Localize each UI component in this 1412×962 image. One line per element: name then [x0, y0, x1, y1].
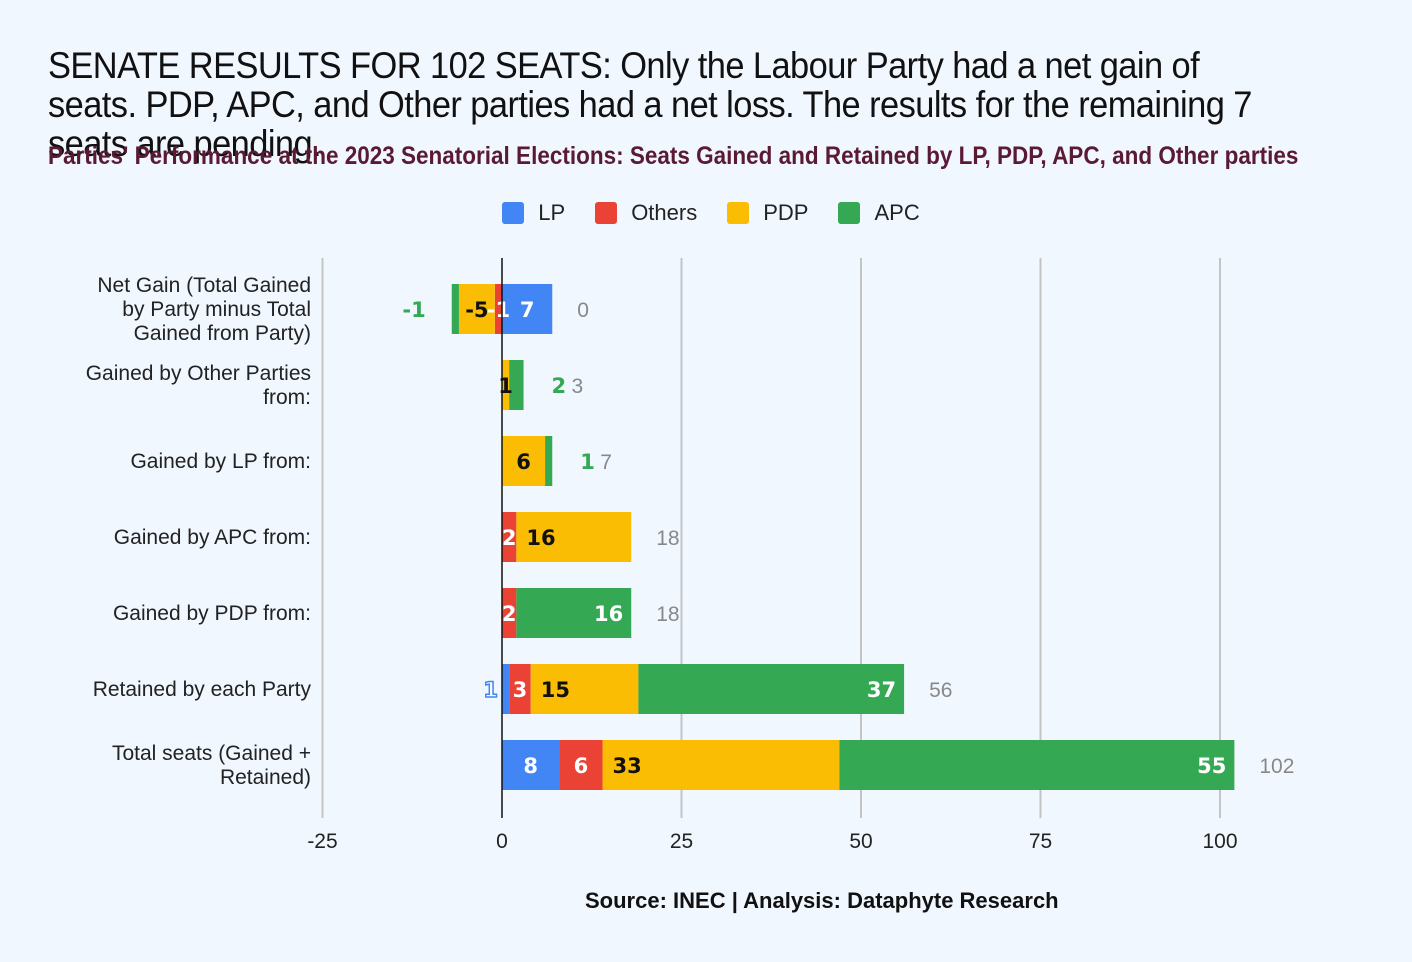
data-label-apc: 55 — [1197, 754, 1226, 778]
legend-swatch-others — [595, 202, 618, 224]
legend-swatch-pdp — [727, 202, 750, 224]
data-label-lp: 8 — [523, 754, 538, 778]
chart-title: SENATE RESULTS FOR 102 SEATS: Only the L… — [48, 45, 1252, 164]
data-label-others: 2 — [502, 602, 517, 626]
legend-label-lp: LP — [538, 200, 566, 225]
bar-pdp — [530, 664, 639, 714]
total-label: 18 — [656, 603, 679, 626]
total-label: 3 — [572, 375, 584, 398]
category-label: by Party minus Total — [122, 298, 311, 321]
legend: LP Others PDP APC — [0, 200, 1412, 226]
category-label: Total seats (Gained + — [112, 742, 311, 765]
total-label: 102 — [1259, 755, 1294, 778]
legend-swatch-apc — [838, 202, 861, 224]
x-tick-label: 0 — [496, 830, 508, 853]
bar-apc — [638, 664, 905, 714]
data-label-pdp: -5 — [465, 298, 488, 322]
data-label-others: 3 — [513, 678, 528, 702]
category-label: Retained) — [220, 766, 311, 789]
bar-apc — [451, 284, 459, 334]
x-tick-label: -25 — [307, 830, 337, 853]
data-label-others: 2 — [502, 526, 517, 550]
x-tick-label: 75 — [1029, 830, 1052, 853]
bar-apc — [509, 360, 524, 410]
data-label-lp: 7 — [520, 298, 535, 322]
bar-lp — [502, 740, 560, 790]
data-label-pdp: 1 — [498, 374, 513, 398]
source-note: Source: INEC | Analysis: Dataphyte Resea… — [585, 888, 1059, 913]
bar-others — [494, 284, 502, 334]
data-label-apc: 1 — [580, 450, 595, 474]
chart-subtitle: Parties' Performance at the 2023 Senator… — [48, 142, 1299, 170]
bar-lp — [502, 664, 510, 714]
bar-pdp — [502, 436, 546, 486]
category-label: Gained by PDP from: — [113, 602, 311, 625]
data-label-pdp: 15 — [541, 678, 570, 702]
bar-pdp — [602, 740, 840, 790]
data-label-pdp: 33 — [613, 754, 642, 778]
bar-pdp — [502, 360, 510, 410]
category-label: Net Gain (Total Gained — [97, 274, 311, 297]
category-label: Gained by LP from: — [130, 450, 311, 473]
data-label-apc: 16 — [594, 602, 623, 626]
category-label: Gained by Other Parties — [86, 362, 311, 385]
bar-apc — [545, 436, 553, 486]
legend-item-pdp[interactable]: PDP — [727, 200, 808, 226]
total-label: 18 — [656, 527, 679, 550]
bar-apc — [839, 740, 1235, 790]
legend-item-others[interactable]: Others — [595, 200, 697, 226]
bar-others — [509, 664, 531, 714]
legend-item-lp[interactable]: LP — [502, 200, 565, 226]
bar-others — [502, 588, 517, 638]
x-tick-label: 100 — [1202, 830, 1237, 853]
data-label-pdp: 6 — [516, 450, 531, 474]
bar-apc — [516, 588, 632, 638]
legend-label-apc: APC — [874, 200, 920, 225]
legend-label-others: Others — [631, 200, 698, 225]
bar-pdp — [458, 284, 495, 334]
category-label: Retained by each Party — [93, 678, 312, 701]
data-label-apc: 2 — [552, 374, 567, 398]
data-label-others: 6 — [574, 754, 589, 778]
data-label-apc: -1 — [402, 298, 425, 322]
data-label-apc: 37 — [867, 678, 896, 702]
data-label-others: -1 — [487, 298, 510, 322]
bar-others — [559, 740, 603, 790]
legend-swatch-lp — [502, 202, 525, 224]
legend-item-apc[interactable]: APC — [838, 200, 920, 226]
total-label: 56 — [929, 679, 952, 702]
data-label-lp: 1 — [483, 678, 498, 702]
x-tick-label: 50 — [849, 830, 872, 853]
category-label: from: — [263, 386, 311, 409]
total-label: 0 — [577, 299, 589, 322]
bar-others — [502, 512, 517, 562]
category-label: Gained from Party) — [134, 322, 311, 345]
legend-label-pdp: PDP — [763, 200, 809, 225]
bar-lp — [502, 284, 553, 334]
data-label-pdp: 16 — [526, 526, 555, 550]
category-label: Gained by APC from: — [114, 526, 311, 549]
total-label: 7 — [600, 451, 612, 474]
x-tick-label: 25 — [670, 830, 693, 853]
bar-pdp — [516, 512, 632, 562]
